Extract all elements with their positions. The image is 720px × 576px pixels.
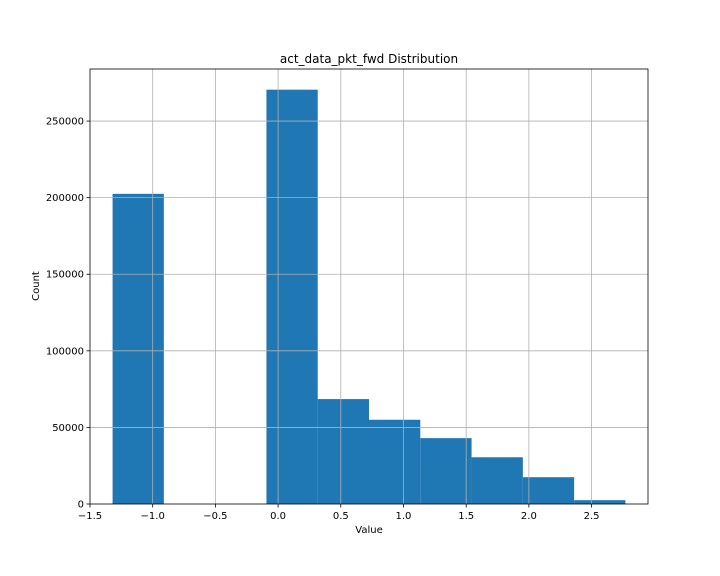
x-tick-label: 2.0 — [521, 511, 537, 522]
histogram-bar — [574, 500, 626, 504]
plot-area-frame — [89, 68, 649, 505]
y-tick-label: 250000 — [46, 117, 84, 128]
x-tick-label: 1.0 — [396, 511, 412, 522]
x-tick-label: 0.5 — [333, 511, 349, 522]
x-axis-ticks: −1.5 −1.0 −0.5 0.0 0.5 1.0 1.5 2.0 2.5 — [78, 504, 600, 522]
histogram-bar — [369, 419, 421, 504]
histogram-bars — [112, 89, 626, 505]
y-axis-label: Count — [31, 271, 42, 301]
grid-lines — [90, 69, 648, 504]
histogram-bar — [266, 89, 318, 505]
x-tick-label: 2.5 — [584, 511, 600, 522]
x-tick-label: −1.0 — [141, 511, 165, 522]
x-tick-label: 1.5 — [458, 511, 474, 522]
histogram-bar — [522, 477, 575, 504]
chart-title: act_data_pkt_fwd Distribution — [280, 52, 458, 66]
x-axis-label: Value — [355, 525, 382, 536]
x-tick-label: 0.0 — [270, 511, 286, 522]
histogram-bar — [471, 457, 523, 504]
x-tick-label: −1.5 — [78, 511, 102, 522]
y-axis-ticks: 0 50000 100000 150000 200000 250000 — [46, 117, 90, 511]
histogram-bar — [420, 438, 472, 504]
y-tick-label: 50000 — [52, 423, 84, 434]
y-tick-label: 0 — [78, 500, 84, 511]
x-tick-label: −0.5 — [203, 511, 227, 522]
histogram-bar — [317, 399, 369, 504]
y-tick-label: 200000 — [46, 193, 84, 204]
histogram-bar — [112, 193, 164, 504]
y-tick-label: 100000 — [46, 346, 84, 357]
y-tick-label: 150000 — [46, 270, 84, 281]
